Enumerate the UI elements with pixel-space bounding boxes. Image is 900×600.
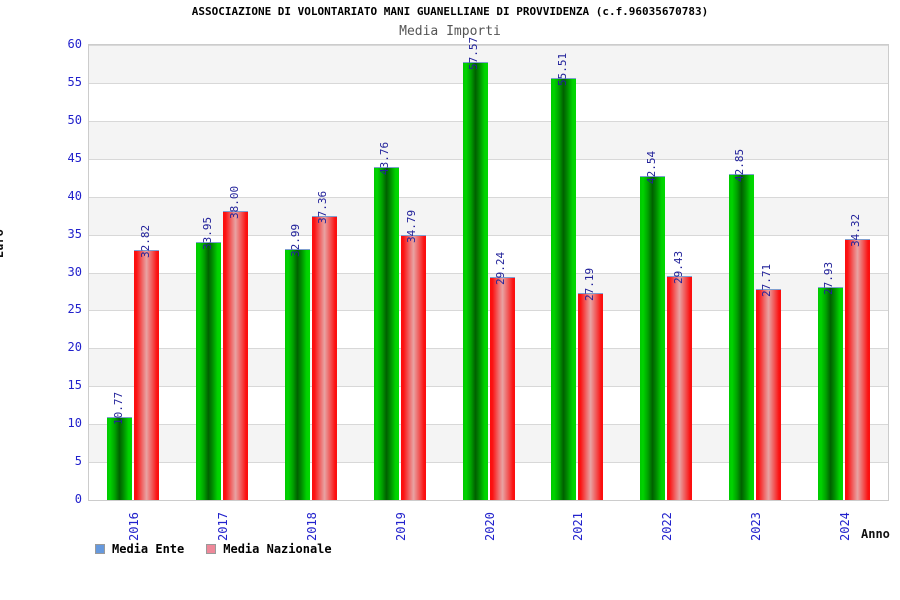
plot-band: [89, 196, 888, 235]
bar-value-label: 42.85: [733, 148, 747, 183]
bar-media-nazionale[interactable]: [134, 250, 160, 500]
bar-media-nazionale[interactable]: [223, 210, 249, 500]
plot-band: [89, 120, 888, 159]
x-axis-tick-label: 2016: [127, 512, 142, 541]
bar-media-nazionale[interactable]: [844, 238, 870, 500]
bar-value-label: 38.00: [227, 185, 241, 219]
bar-value-label: 10.77: [111, 392, 125, 426]
x-axis-title: Anno: [861, 527, 890, 541]
x-axis-tick-label: 2022: [660, 512, 675, 541]
y-axis-tick-label: 25: [67, 302, 82, 317]
gridline: [89, 272, 888, 274]
x-axis-tick-label: 2020: [482, 512, 497, 541]
gridline: [89, 45, 888, 46]
bar-media-ente[interactable]: [107, 417, 133, 500]
x-axis-tick-label: 2021: [571, 512, 586, 541]
x-axis-tick-label: 2017: [216, 512, 231, 541]
bar-media-nazionale[interactable]: [400, 235, 426, 500]
bar-value-label: 34.32: [849, 213, 863, 247]
legend-swatch-icon: [206, 544, 217, 554]
legend-entry[interactable]: Media Ente: [95, 542, 184, 556]
chart-title: ASSOCIAZIONE DI VOLONTARIATO MANI GUANEL…: [191, 5, 709, 18]
gridline: [89, 348, 888, 350]
plot-band: [89, 424, 888, 463]
plot-area: 10.77 32.82 33.95 38.00 32.99 37.36 43.76 34.79…: [88, 37, 889, 501]
y-axis-tick-label: 0: [74, 492, 82, 506]
y-axis-tick-label: 40: [67, 188, 82, 203]
y-axis-title: Euro: [0, 229, 6, 258]
bar-value-label: 29.43: [671, 250, 685, 284]
y-axis-tick-label: 45: [67, 150, 82, 165]
y-axis-tick-label: 10: [67, 416, 82, 431]
bar-value-label: 42.54: [644, 151, 658, 185]
chart-subtitle: Media Importi: [399, 24, 501, 39]
plot-band: [89, 272, 888, 311]
gridline: [89, 386, 888, 388]
x-axis-tick-label: 2024: [837, 512, 852, 541]
bar-media-nazionale[interactable]: [311, 215, 337, 500]
bar-value-label: 32.82: [138, 224, 152, 259]
bar-media-ente[interactable]: [551, 78, 577, 500]
y-axis-tick-label: 5: [74, 454, 82, 469]
gridline: [89, 158, 888, 160]
y-axis-tick-label: 15: [67, 378, 82, 393]
bar-media-ente[interactable]: [640, 176, 666, 500]
legend-label: Media Nazionale: [223, 542, 332, 556]
bar-value-label: 43.76: [378, 142, 392, 176]
gridline: [89, 234, 888, 236]
y-axis-tick-label: 30: [67, 264, 82, 279]
y-axis-tick-label: 20: [67, 340, 82, 355]
chart-legend: Media Ente Media Nazionale: [95, 541, 332, 557]
bar-value-label: 37.36: [316, 190, 330, 224]
legend-label: Media Ente: [112, 542, 185, 556]
bar-value-label: 34.79: [405, 210, 419, 244]
y-axis-tick-label: 55: [67, 74, 82, 89]
gridline: [89, 82, 888, 84]
legend-swatch-icon: [95, 544, 105, 554]
bar-value-label: 33.95: [200, 216, 214, 250]
bar-value-label: 27.93: [822, 262, 836, 296]
plot-band: [89, 348, 888, 387]
bar-media-nazionale[interactable]: [667, 275, 693, 500]
y-axis-tick-labels: 0 5 10 15 20 25 30 35 40 45 50 55 60: [30, 38, 82, 505]
bar-media-ente[interactable]: [728, 174, 754, 500]
bar-media-ente[interactable]: [817, 287, 843, 500]
bar-media-ente[interactable]: [373, 167, 399, 500]
bar-value-label: 27.19: [582, 267, 596, 301]
bar-media-nazionale[interactable]: [489, 277, 515, 500]
bar-value-label: 55.51: [555, 52, 569, 87]
bar-media-ente[interactable]: [462, 62, 488, 500]
gridline: [89, 120, 888, 122]
bar-media-nazionale[interactable]: [578, 292, 604, 500]
bar-value-label: 29.24: [494, 252, 507, 286]
plot-band: [89, 45, 888, 83]
bar-media-ente[interactable]: [196, 241, 222, 500]
bar-value-label: 57.57: [467, 37, 480, 71]
y-axis-tick-label: 35: [67, 226, 82, 241]
bar-media-nazionale[interactable]: [755, 288, 781, 500]
bar-value-label: 27.71: [760, 263, 774, 297]
gridline: [89, 462, 888, 464]
bar-media-ente[interactable]: [284, 248, 310, 500]
gridline: [89, 196, 888, 198]
bar-value-label: 32.99: [289, 223, 303, 257]
x-axis-tick-label: 2023: [748, 512, 763, 541]
gridline: [89, 424, 888, 426]
legend-entry[interactable]: Media Nazionale: [206, 542, 332, 556]
x-axis-tick-label: 2019: [393, 512, 408, 541]
gridline: [89, 310, 888, 312]
x-axis-tick-label: 2018: [304, 512, 319, 541]
y-axis-tick-label: 50: [67, 112, 82, 127]
y-axis-tick-label: 60: [67, 37, 82, 51]
